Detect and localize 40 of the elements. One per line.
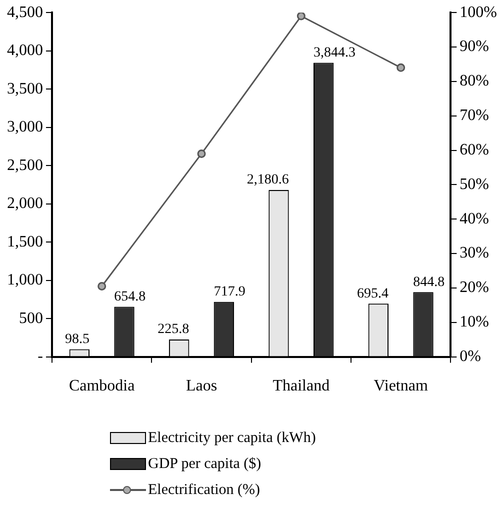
data-label: 695.4: [357, 286, 389, 302]
y2-tick-label: 10%: [460, 314, 489, 331]
point: [197, 149, 206, 158]
y-tick-label: 3,500: [7, 80, 43, 98]
data-label: 844.8: [413, 274, 445, 290]
data-label: 225.8: [158, 322, 190, 338]
y2-tick-label: 20%: [460, 279, 489, 296]
x-tick-label: Cambodia: [68, 378, 135, 395]
y-tick-label: 1,000: [7, 272, 43, 289]
x-tick-label: Thailand: [272, 378, 330, 395]
y2-tick-label: 100%: [460, 4, 497, 21]
data-label: 98.5: [65, 332, 90, 347]
y-tick-label: 500: [19, 310, 43, 327]
y-tick-label: 4,500: [7, 4, 43, 21]
point: [396, 63, 406, 72]
y2-tick-label: 40%: [460, 210, 489, 228]
y2-tick-label: 30%: [460, 244, 489, 262]
legend-label: Electrification (%): [148, 482, 260, 498]
x-tick-label: Vietnam: [374, 378, 428, 395]
y-tick-label: -: [38, 348, 43, 366]
data-label: 3,844.3: [314, 45, 356, 60]
x-tick-label: Laos: [186, 378, 218, 395]
y2-tick-label: 0%: [460, 348, 481, 366]
data-label: 654.8: [114, 289, 146, 304]
y-tick-label: 3,000: [7, 118, 43, 136]
point: [98, 282, 106, 290]
y2-tick-label: 60%: [460, 141, 489, 158]
y2-tick-label: 50%: [460, 176, 489, 193]
y2-tick-label: 90%: [460, 38, 489, 56]
y2-tick-label: 80%: [460, 72, 489, 90]
data-label: 717.9: [214, 284, 246, 300]
point: [296, 12, 306, 20]
y2-tick-label: 70%: [460, 107, 489, 124]
legend-label: GDP per capita ($): [148, 456, 262, 472]
y-tick-label: 4,000: [7, 42, 43, 60]
y-tick-label: 2,500: [7, 156, 43, 174]
data-label: 2,180.6: [246, 172, 289, 188]
legend-label: Electricity per capita (kWh): [148, 430, 316, 446]
y-tick-label: 1,500: [7, 233, 43, 250]
y-tick-label: 2,000: [7, 195, 43, 212]
